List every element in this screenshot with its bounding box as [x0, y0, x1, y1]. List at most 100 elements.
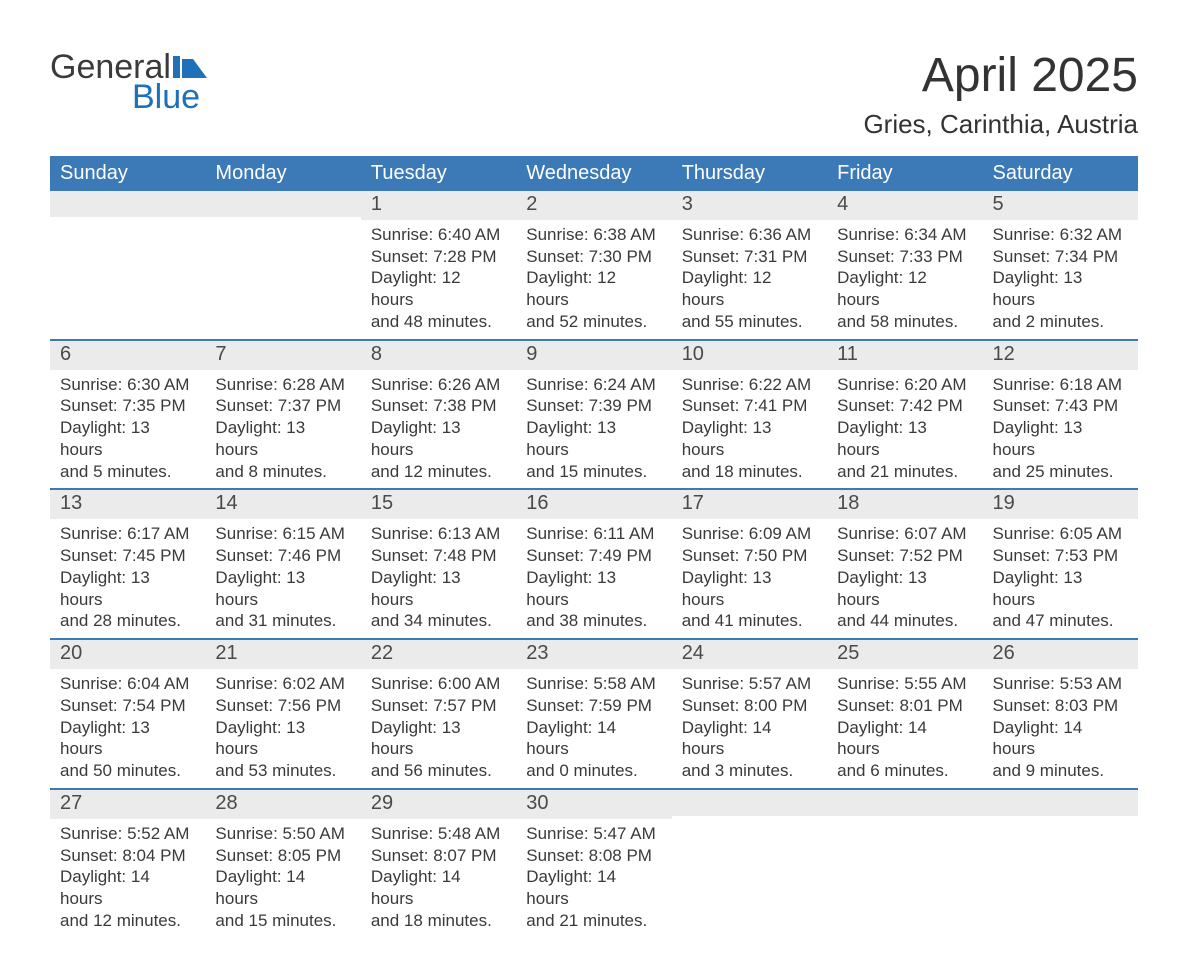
day-sunset: Sunset: 7:46 PM	[215, 545, 350, 567]
day-daylight1: Daylight: 13 hours	[60, 717, 195, 761]
day-daylight2: and 12 minutes.	[371, 461, 506, 483]
day-daylight1: Daylight: 14 hours	[526, 866, 661, 910]
weekday-header: Tuesday	[361, 156, 516, 191]
day-details: Sunrise: 6:05 AMSunset: 7:53 PMDaylight:…	[983, 519, 1138, 638]
day-sunset: Sunset: 7:42 PM	[837, 395, 972, 417]
day-details: Sunrise: 5:48 AMSunset: 8:07 PMDaylight:…	[361, 819, 516, 938]
calendar-day-cell: 30Sunrise: 5:47 AMSunset: 8:08 PMDayligh…	[516, 789, 671, 938]
calendar-day-cell: 26Sunrise: 5:53 AMSunset: 8:03 PMDayligh…	[983, 639, 1138, 789]
day-daylight2: and 18 minutes.	[682, 461, 817, 483]
day-number: 28	[205, 790, 360, 819]
calendar-day-cell: 7Sunrise: 6:28 AMSunset: 7:37 PMDaylight…	[205, 340, 360, 490]
day-number: 4	[827, 191, 982, 220]
logo: General Blue	[50, 50, 207, 114]
weekday-header: Monday	[205, 156, 360, 191]
day-daylight1: Daylight: 13 hours	[215, 567, 350, 611]
day-sunset: Sunset: 7:45 PM	[60, 545, 195, 567]
day-sunset: Sunset: 8:04 PM	[60, 845, 195, 867]
location-subtitle: Gries, Carinthia, Austria	[863, 109, 1138, 140]
calendar-day-cell: 28Sunrise: 5:50 AMSunset: 8:05 PMDayligh…	[205, 789, 360, 938]
day-details: Sunrise: 6:20 AMSunset: 7:42 PMDaylight:…	[827, 370, 982, 489]
day-daylight2: and 52 minutes.	[526, 311, 661, 333]
day-details: Sunrise: 6:38 AMSunset: 7:30 PMDaylight:…	[516, 220, 671, 339]
day-number	[50, 191, 205, 217]
day-sunset: Sunset: 8:07 PM	[371, 845, 506, 867]
day-daylight2: and 44 minutes.	[837, 610, 972, 632]
day-daylight2: and 25 minutes.	[993, 461, 1128, 483]
day-number: 10	[672, 341, 827, 370]
day-details: Sunrise: 6:04 AMSunset: 7:54 PMDaylight:…	[50, 669, 205, 788]
day-sunrise: Sunrise: 6:38 AM	[526, 224, 661, 246]
day-details: Sunrise: 6:15 AMSunset: 7:46 PMDaylight:…	[205, 519, 360, 638]
calendar-day-cell: 29Sunrise: 5:48 AMSunset: 8:07 PMDayligh…	[361, 789, 516, 938]
day-daylight1: Daylight: 13 hours	[60, 417, 195, 461]
day-daylight1: Daylight: 13 hours	[215, 417, 350, 461]
day-daylight1: Daylight: 14 hours	[215, 866, 350, 910]
day-daylight2: and 0 minutes.	[526, 760, 661, 782]
day-details: Sunrise: 6:18 AMSunset: 7:43 PMDaylight:…	[983, 370, 1138, 489]
day-sunrise: Sunrise: 6:00 AM	[371, 673, 506, 695]
day-sunset: Sunset: 8:08 PM	[526, 845, 661, 867]
day-number: 8	[361, 341, 516, 370]
calendar-day-cell: 1Sunrise: 6:40 AMSunset: 7:28 PMDaylight…	[361, 191, 516, 340]
day-sunrise: Sunrise: 6:40 AM	[371, 224, 506, 246]
day-sunrise: Sunrise: 6:05 AM	[993, 523, 1128, 545]
calendar-day-cell: 17Sunrise: 6:09 AMSunset: 7:50 PMDayligh…	[672, 489, 827, 639]
calendar-day-cell: 23Sunrise: 5:58 AMSunset: 7:59 PMDayligh…	[516, 639, 671, 789]
day-number: 18	[827, 490, 982, 519]
day-daylight1: Daylight: 13 hours	[993, 567, 1128, 611]
day-daylight2: and 56 minutes.	[371, 760, 506, 782]
calendar-day-cell: 10Sunrise: 6:22 AMSunset: 7:41 PMDayligh…	[672, 340, 827, 490]
day-number: 2	[516, 191, 671, 220]
day-daylight2: and 50 minutes.	[60, 760, 195, 782]
calendar-day-cell	[672, 789, 827, 938]
day-daylight2: and 3 minutes.	[682, 760, 817, 782]
day-daylight1: Daylight: 13 hours	[682, 567, 817, 611]
calendar-week-row: 20Sunrise: 6:04 AMSunset: 7:54 PMDayligh…	[50, 639, 1138, 789]
day-number	[827, 790, 982, 816]
calendar-week-row: 1Sunrise: 6:40 AMSunset: 7:28 PMDaylight…	[50, 191, 1138, 340]
day-details: Sunrise: 5:50 AMSunset: 8:05 PMDaylight:…	[205, 819, 360, 938]
day-number: 12	[983, 341, 1138, 370]
day-details: Sunrise: 6:24 AMSunset: 7:39 PMDaylight:…	[516, 370, 671, 489]
day-sunrise: Sunrise: 5:48 AM	[371, 823, 506, 845]
calendar-day-cell: 27Sunrise: 5:52 AMSunset: 8:04 PMDayligh…	[50, 789, 205, 938]
day-sunrise: Sunrise: 6:30 AM	[60, 374, 195, 396]
day-sunrise: Sunrise: 6:11 AM	[526, 523, 661, 545]
calendar-day-cell: 14Sunrise: 6:15 AMSunset: 7:46 PMDayligh…	[205, 489, 360, 639]
logo-word2: Blue	[50, 80, 207, 114]
day-sunset: Sunset: 7:34 PM	[993, 246, 1128, 268]
day-daylight1: Daylight: 12 hours	[682, 267, 817, 311]
calendar-day-cell: 5Sunrise: 6:32 AMSunset: 7:34 PMDaylight…	[983, 191, 1138, 340]
calendar-day-cell: 24Sunrise: 5:57 AMSunset: 8:00 PMDayligh…	[672, 639, 827, 789]
day-daylight2: and 28 minutes.	[60, 610, 195, 632]
header: General Blue April 2025 Gries, Carinthia…	[50, 50, 1138, 140]
day-sunrise: Sunrise: 6:34 AM	[837, 224, 972, 246]
day-daylight1: Daylight: 14 hours	[371, 866, 506, 910]
day-sunset: Sunset: 7:50 PM	[682, 545, 817, 567]
calendar-day-cell: 8Sunrise: 6:26 AMSunset: 7:38 PMDaylight…	[361, 340, 516, 490]
day-sunrise: Sunrise: 6:24 AM	[526, 374, 661, 396]
day-sunrise: Sunrise: 5:58 AM	[526, 673, 661, 695]
day-details: Sunrise: 5:47 AMSunset: 8:08 PMDaylight:…	[516, 819, 671, 938]
day-number	[672, 790, 827, 816]
day-daylight2: and 34 minutes.	[371, 610, 506, 632]
day-number: 15	[361, 490, 516, 519]
calendar-day-cell: 12Sunrise: 6:18 AMSunset: 7:43 PMDayligh…	[983, 340, 1138, 490]
day-daylight2: and 41 minutes.	[682, 610, 817, 632]
calendar-day-cell: 4Sunrise: 6:34 AMSunset: 7:33 PMDaylight…	[827, 191, 982, 340]
day-sunrise: Sunrise: 5:52 AM	[60, 823, 195, 845]
weekday-header: Wednesday	[516, 156, 671, 191]
calendar-day-cell	[205, 191, 360, 340]
day-sunrise: Sunrise: 6:04 AM	[60, 673, 195, 695]
day-details: Sunrise: 6:34 AMSunset: 7:33 PMDaylight:…	[827, 220, 982, 339]
day-number: 9	[516, 341, 671, 370]
weekday-header: Saturday	[983, 156, 1138, 191]
calendar-day-cell	[983, 789, 1138, 938]
day-sunrise: Sunrise: 6:07 AM	[837, 523, 972, 545]
day-daylight1: Daylight: 13 hours	[371, 717, 506, 761]
day-sunrise: Sunrise: 5:47 AM	[526, 823, 661, 845]
day-sunset: Sunset: 7:33 PM	[837, 246, 972, 268]
day-sunset: Sunset: 7:49 PM	[526, 545, 661, 567]
calendar-day-cell: 16Sunrise: 6:11 AMSunset: 7:49 PMDayligh…	[516, 489, 671, 639]
